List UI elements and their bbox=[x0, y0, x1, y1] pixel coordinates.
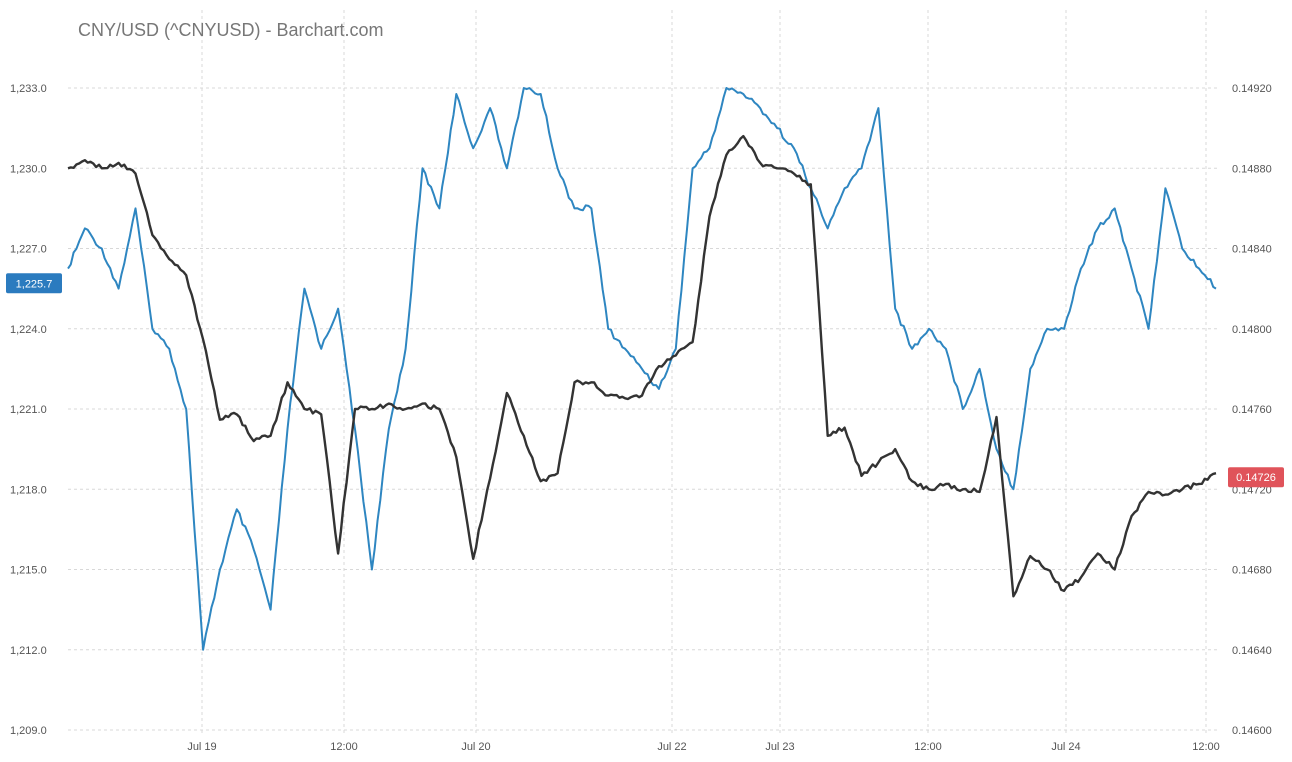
left-price-badge bbox=[6, 273, 62, 294]
left-axis: 1,233.0 1,230.0 1,227.0 1,224.0 1,221.0 1,218… bbox=[10, 83, 47, 737]
x-tick-label: Jul 19 bbox=[187, 741, 216, 753]
left-tick-label: 1,224.0 bbox=[10, 324, 47, 336]
right-tick-label: 0.14880 bbox=[1232, 163, 1272, 175]
left-price-badge-label: 1,225.7 bbox=[16, 278, 53, 290]
x-tick-label: 12:00 bbox=[914, 741, 942, 753]
right-tick-label: 0.14800 bbox=[1232, 324, 1272, 336]
series-line-right bbox=[67, 87, 1217, 651]
left-tick-label: 1,209.0 bbox=[10, 725, 47, 737]
x-tick-label: 12:00 bbox=[1192, 741, 1220, 753]
left-tick-label: 1,215.0 bbox=[10, 565, 47, 577]
series-layer bbox=[67, 87, 1217, 651]
right-tick-label: 0.14600 bbox=[1232, 725, 1272, 737]
x-tick-label: 12:00 bbox=[330, 741, 358, 753]
left-tick-label: 1,227.0 bbox=[10, 244, 47, 256]
x-tick-label: Jul 22 bbox=[657, 741, 686, 753]
right-tick-label: 0.14920 bbox=[1232, 83, 1272, 95]
right-tick-label: 0.14640 bbox=[1232, 645, 1272, 657]
x-axis: Jul 19 12:00 Jul 20 Jul 22 Jul 23 12:00 Jul 24… bbox=[187, 741, 1219, 753]
right-price-badge-label: 0.14726 bbox=[1236, 472, 1276, 484]
price-badges: 1,225.7 0.14726 bbox=[6, 273, 1284, 488]
x-tick-label: Jul 24 bbox=[1051, 741, 1080, 753]
left-tick-label: 1,230.0 bbox=[10, 163, 47, 175]
x-tick-label: Jul 23 bbox=[765, 741, 794, 753]
left-tick-label: 1,218.0 bbox=[10, 484, 47, 496]
right-tick-label: 0.14840 bbox=[1232, 244, 1272, 256]
chart-title: CNY/USD (^CNYUSD) - Barchart.com bbox=[78, 20, 383, 40]
right-axis: 0.14920 0.14880 0.14840 0.14800 0.14760 0.147… bbox=[1232, 83, 1272, 737]
right-tick-label: 0.14760 bbox=[1232, 404, 1272, 416]
right-tick-label: 0.14680 bbox=[1232, 565, 1272, 577]
x-tick-label: Jul 20 bbox=[461, 741, 490, 753]
chart-grid bbox=[68, 10, 1220, 733]
left-tick-label: 1,233.0 bbox=[10, 83, 47, 95]
right-price-badge bbox=[1228, 467, 1284, 488]
left-tick-label: 1,212.0 bbox=[10, 645, 47, 657]
series-line-left bbox=[67, 134, 1217, 598]
right-tick-label: 0.14720 bbox=[1232, 484, 1272, 496]
left-tick-label: 1,221.0 bbox=[10, 404, 47, 416]
